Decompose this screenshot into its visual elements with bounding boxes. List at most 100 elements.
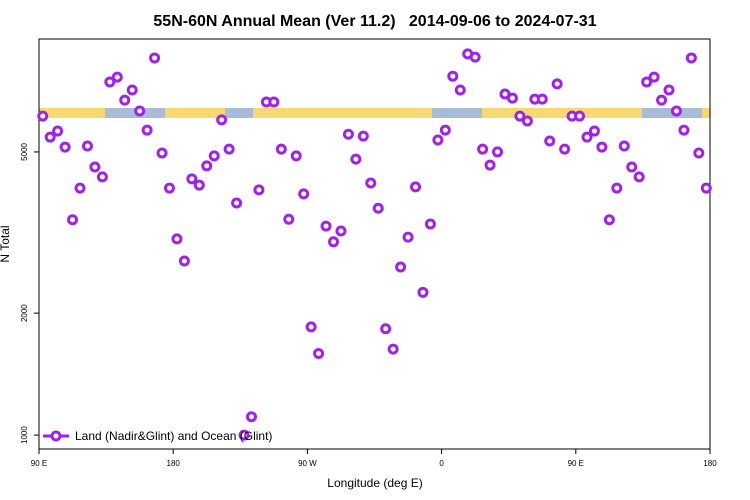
data-point: [656, 94, 668, 106]
data-point: [380, 323, 392, 335]
x-tick-label: 180: [703, 459, 717, 468]
data-point: [320, 220, 332, 232]
data-point: [193, 179, 205, 191]
data-point: [536, 93, 548, 105]
data-point: [603, 214, 615, 226]
data-point: [283, 213, 295, 225]
data-point: [559, 143, 571, 155]
data-point: [44, 131, 56, 143]
x-tick-label: 90 E: [31, 459, 47, 468]
data-point: [290, 150, 302, 162]
data-point: [633, 171, 645, 183]
data-point: [693, 147, 705, 159]
data-point: [149, 52, 161, 64]
data-point: [477, 143, 489, 155]
data-point: [327, 236, 339, 248]
data-point: [268, 96, 280, 108]
y-tick-label: 5000: [20, 142, 29, 160]
data-point: [685, 52, 697, 64]
data-point: [201, 160, 213, 172]
data-point: [52, 125, 64, 137]
data-point: [342, 128, 354, 140]
x-axis-label: Longitude (deg E): [327, 476, 422, 490]
data-point: [104, 76, 116, 88]
data-point: [424, 218, 436, 230]
data-point: [253, 184, 265, 196]
data-point: [492, 146, 504, 158]
data-point: [521, 115, 533, 127]
data-point: [417, 286, 429, 298]
data-point: [67, 214, 79, 226]
data-point: [96, 171, 108, 183]
data-point: [544, 135, 556, 147]
data-point: [216, 114, 228, 126]
data-point: [156, 147, 168, 159]
data-point: [439, 124, 451, 136]
x-tick-label: 90 E: [568, 459, 584, 468]
data-point: [298, 188, 310, 200]
data-point: [387, 343, 399, 355]
data-point: [305, 321, 317, 333]
data-point: [171, 233, 183, 245]
data-point: [163, 182, 175, 194]
y-tick-label: 1000: [20, 426, 29, 444]
data-point: [141, 124, 153, 136]
x-tick-label: 90 W: [298, 459, 317, 468]
data-point: [700, 182, 712, 194]
data-point: [126, 84, 138, 96]
data-point: [186, 173, 198, 185]
data-point: [670, 105, 682, 117]
data-point: [678, 124, 690, 136]
y-axis-label: N Total: [0, 225, 12, 262]
data-point: [596, 141, 608, 153]
data-point: [588, 125, 600, 137]
data-point: [618, 140, 630, 152]
data-point: [313, 348, 325, 360]
data-point: [648, 71, 660, 83]
data-point: [357, 130, 369, 142]
data-point: [581, 131, 593, 143]
legend-marker: [50, 430, 62, 442]
data-point: [641, 76, 653, 88]
data-point: [447, 70, 459, 82]
data-point: [111, 71, 123, 83]
data-point: [514, 110, 526, 122]
data-point: [484, 159, 496, 171]
data-point: [410, 181, 422, 193]
data-point: [74, 182, 86, 194]
data-point: [506, 92, 518, 104]
data-point: [275, 143, 287, 155]
x-tick-label: 0: [439, 459, 444, 468]
data-point: [119, 94, 131, 106]
plot-frame: [38, 38, 711, 450]
data-point: [663, 84, 675, 96]
chart-title: 55N-60N Annual Mean (Ver 11.2) 2014-09-0…: [153, 13, 596, 30]
data-point: [432, 134, 444, 146]
data-point: [395, 261, 407, 273]
data-point: [178, 255, 190, 267]
data-point: [372, 202, 384, 214]
data-point: [59, 141, 71, 153]
data-point: [231, 197, 243, 209]
data-point: [89, 161, 101, 173]
y-tick-label: 2000: [20, 304, 29, 322]
data-point: [81, 140, 93, 152]
data-point: [402, 231, 414, 243]
data-point: [626, 161, 638, 173]
data-point: [335, 225, 347, 237]
legend-label: Land (Nadir&Glint) and Ocean (Glint): [75, 429, 272, 443]
data-point: [134, 105, 146, 117]
data-point: [37, 110, 49, 122]
data-point: [454, 84, 466, 96]
data-point: [223, 143, 235, 155]
data-point: [611, 182, 623, 194]
data-point: [208, 150, 220, 162]
data-point: [469, 51, 481, 63]
data-point: [365, 177, 377, 189]
legend-item: Land (Nadir&Glint) and Ocean (Glint): [43, 429, 272, 443]
data-point: [574, 110, 586, 122]
data-point: [245, 411, 257, 423]
data-point: [350, 153, 362, 165]
data-point: [551, 78, 563, 90]
